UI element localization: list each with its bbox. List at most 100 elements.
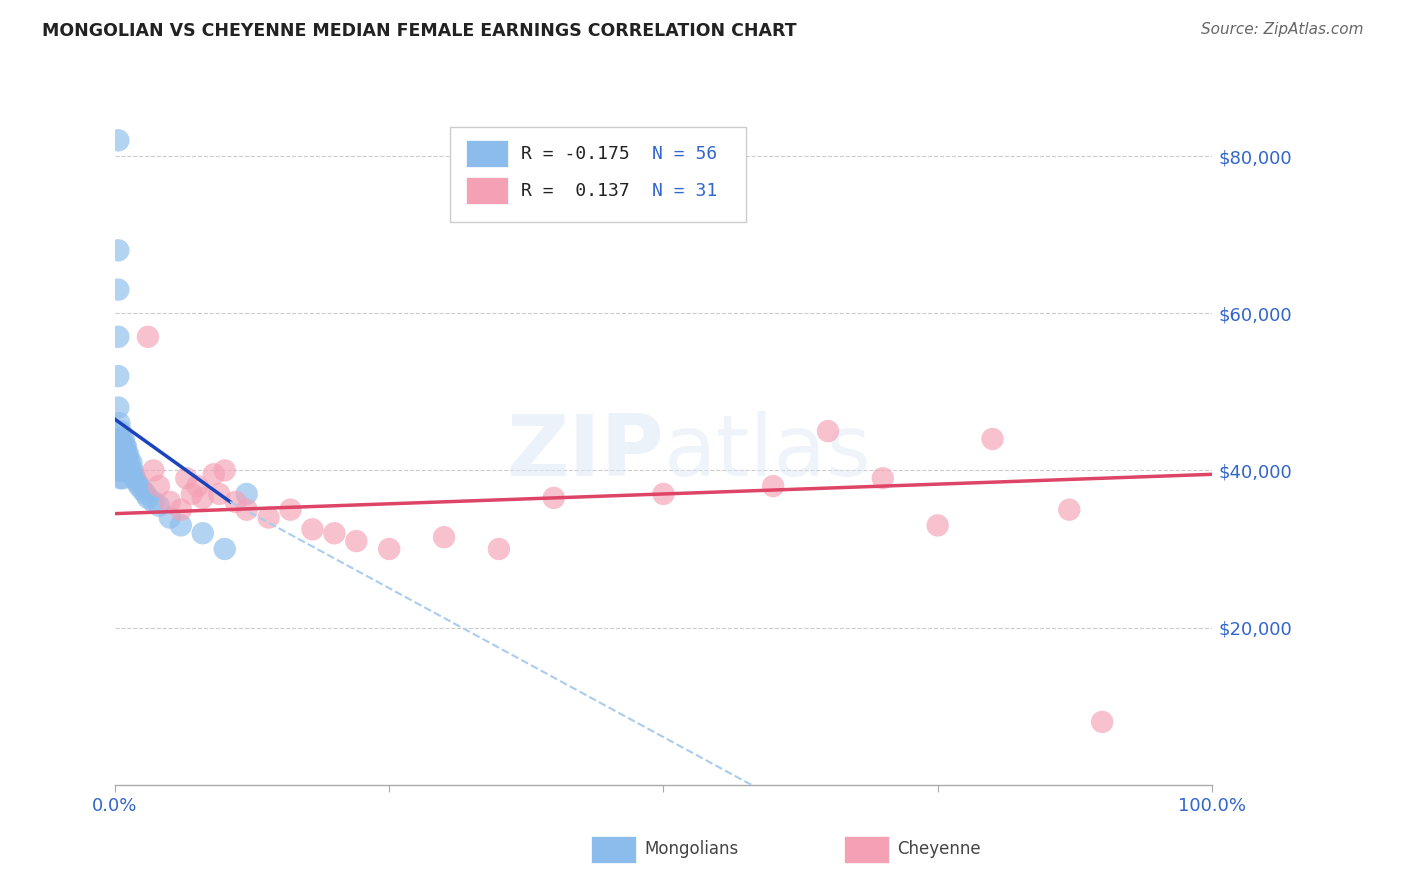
Point (142, 495, 165, 509)
Point (111, 471, 134, 485)
Point (176, 471, 198, 485)
Point (762, 479, 785, 493)
Point (125, 475, 148, 490)
Point (122, 467, 145, 482)
Point (1091, 714, 1114, 729)
Point (214, 463, 236, 477)
Point (235, 487, 257, 501)
Point (180, 487, 202, 501)
Point (115, 456, 138, 470)
Point (107, 283, 129, 297)
Point (110, 432, 132, 446)
Text: Source: ZipAtlas.com: Source: ZipAtlas.com (1201, 22, 1364, 37)
Point (111, 448, 134, 462)
Point (108, 463, 131, 477)
Point (112, 432, 135, 446)
Point (107, 330, 129, 344)
Point (225, 495, 247, 509)
Point (1059, 502, 1081, 516)
Point (121, 463, 143, 477)
FancyBboxPatch shape (465, 178, 508, 204)
Point (191, 491, 214, 505)
Point (148, 479, 170, 493)
Point (433, 530, 456, 544)
Point (120, 463, 142, 477)
Point (159, 495, 181, 509)
Point (202, 467, 225, 482)
Point (112, 463, 135, 477)
Point (110, 456, 132, 470)
Point (110, 440, 132, 454)
Text: Cheyenne: Cheyenne (897, 840, 980, 858)
Point (981, 432, 1004, 446)
Point (214, 541, 236, 556)
Point (136, 330, 159, 344)
Point (114, 463, 136, 477)
Point (118, 456, 141, 470)
Text: ZIP: ZIP (506, 411, 664, 494)
Point (107, 432, 129, 446)
Point (110, 463, 132, 477)
Point (135, 487, 157, 501)
Point (107, 369, 129, 384)
Point (131, 483, 153, 497)
Point (652, 487, 675, 501)
Point (124, 471, 146, 485)
Point (301, 522, 323, 536)
Point (117, 463, 139, 477)
Point (110, 424, 132, 438)
Point (235, 502, 257, 516)
Point (110, 448, 132, 462)
Point (108, 432, 131, 446)
Point (170, 518, 193, 533)
Point (112, 448, 135, 462)
Text: R = -0.175: R = -0.175 (520, 145, 630, 163)
Point (142, 463, 165, 477)
Point (110, 463, 132, 477)
Point (344, 534, 367, 549)
Point (111, 456, 134, 470)
Point (872, 471, 894, 485)
Point (117, 448, 139, 462)
Point (208, 487, 231, 501)
FancyBboxPatch shape (450, 127, 745, 222)
Point (323, 526, 346, 541)
Text: Mongolians: Mongolians (644, 840, 738, 858)
Text: N = 56: N = 56 (652, 145, 717, 163)
Point (107, 244, 129, 258)
Point (927, 518, 949, 533)
Point (186, 479, 208, 493)
Point (108, 440, 131, 454)
Text: MONGOLIAN VS CHEYENNE MEDIAN FEMALE EARNINGS CORRELATION CHART: MONGOLIAN VS CHEYENNE MEDIAN FEMALE EARN… (42, 22, 797, 40)
Point (115, 463, 138, 477)
Point (110, 440, 132, 454)
Point (110, 471, 132, 485)
Point (114, 448, 136, 462)
Text: N = 31: N = 31 (652, 182, 717, 200)
Point (115, 448, 138, 462)
Point (488, 541, 510, 556)
Point (107, 133, 129, 147)
Point (128, 479, 150, 493)
Point (108, 456, 131, 470)
Point (114, 440, 136, 454)
Point (115, 440, 138, 454)
Point (108, 416, 131, 430)
Point (121, 456, 143, 470)
Point (112, 440, 135, 454)
Point (111, 440, 134, 454)
Point (159, 510, 181, 524)
Point (148, 499, 170, 513)
Text: atlas: atlas (664, 411, 872, 494)
Point (543, 491, 565, 505)
Point (136, 491, 159, 505)
Point (170, 502, 193, 516)
Point (280, 502, 302, 516)
Point (378, 541, 401, 556)
Text: R =  0.137: R = 0.137 (520, 182, 630, 200)
Point (257, 510, 280, 524)
Point (817, 424, 839, 438)
Point (107, 401, 129, 415)
Point (191, 526, 214, 541)
FancyBboxPatch shape (465, 140, 508, 168)
